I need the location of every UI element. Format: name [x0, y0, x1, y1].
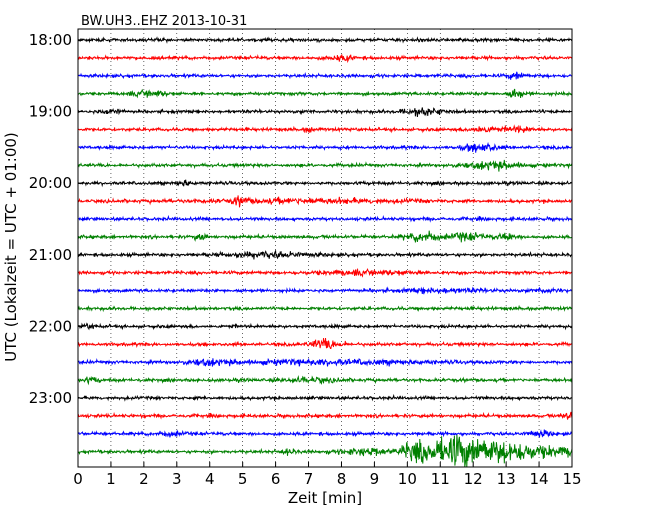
seismogram-traces: [77, 36, 573, 468]
seismogram-trace: [77, 195, 573, 208]
y-tick-label: 18:00: [29, 31, 72, 49]
seismogram-trace: [77, 124, 573, 134]
x-tick-label: 3: [172, 470, 182, 488]
y-axis-label: UTC (Lokalzeit = UTC + 01:00): [2, 132, 20, 362]
y-tick-label: 22:00: [29, 317, 72, 335]
seismogram-trace: [77, 71, 573, 80]
x-tick-label: 4: [205, 470, 215, 488]
seismogram-trace: [77, 429, 573, 438]
x-tick-label: 5: [238, 470, 248, 488]
x-axis-label: Zeit [min]: [288, 489, 362, 507]
seismogram-trace: [77, 357, 573, 367]
x-tick-label: 10: [398, 470, 417, 488]
y-tick-label: 23:00: [29, 389, 72, 407]
plot-frame: [77, 28, 573, 468]
seismogram-trace: [78, 230, 573, 243]
x-tick-label: 15: [562, 470, 581, 488]
x-tick-label: 13: [497, 470, 516, 488]
seismogram-trace: [77, 374, 573, 386]
seismogram-trace: [77, 393, 573, 402]
seismogram-trace: [77, 434, 573, 468]
x-tick-label: 9: [370, 470, 380, 488]
seismogram-trace: [77, 322, 573, 331]
seismogram-trace: [77, 179, 573, 188]
seismogram-trace: [77, 268, 573, 278]
seismogram-trace: [78, 36, 573, 44]
seismogram-trace: [77, 249, 573, 260]
x-tick-label: 1: [106, 470, 116, 488]
x-tick-label: 14: [530, 470, 549, 488]
seismogram-trace: [77, 286, 573, 295]
chart-title: BW.UH3..EHZ 2013-10-31: [81, 14, 247, 29]
seismogram-trace: [77, 107, 573, 117]
x-tick-label: 8: [337, 470, 347, 488]
x-tick-label: 0: [73, 470, 83, 488]
seismogram-trace: [77, 337, 573, 350]
x-tick-label: 6: [271, 470, 281, 488]
x-tick-label: 7: [304, 470, 314, 488]
x-tick-label: 2: [139, 470, 149, 488]
x-tick-label: 11: [431, 470, 450, 488]
seismogram-trace: [77, 411, 573, 420]
seismogram-trace: [77, 88, 573, 99]
seismogram-trace: [77, 214, 573, 223]
y-tick-label: 20:00: [29, 174, 72, 192]
seismogram-trace: [77, 141, 573, 153]
y-axis-ticks: 18:00 19:00 20:00 21:00 22:00 23:00: [29, 31, 83, 407]
seismogram-trace: [77, 53, 573, 64]
x-tick-label: 12: [464, 470, 483, 488]
seismogram-trace: [78, 159, 573, 172]
y-tick-label: 19:00: [29, 103, 72, 121]
x-axis-ticks: 0 1 2 3 4 5 6 7 8 9 10 11 12 13 14 15: [73, 462, 582, 488]
y-tick-label: 21:00: [29, 246, 72, 264]
seismogram-trace: [77, 304, 573, 313]
